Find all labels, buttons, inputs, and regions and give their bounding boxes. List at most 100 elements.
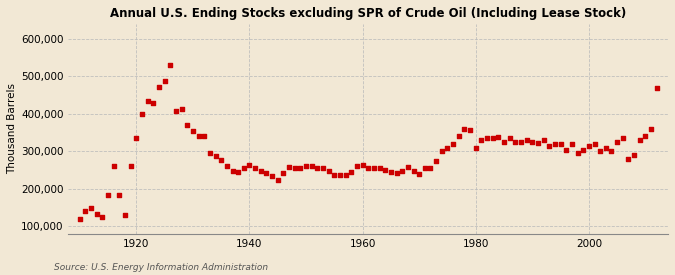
Point [544, 144, 555, 148]
Point [182, 123, 192, 127]
Y-axis label: Thousand Barrels: Thousand Barrels [7, 83, 17, 174]
Point [397, 169, 408, 174]
Point [267, 174, 277, 178]
Point [363, 166, 374, 170]
Point [634, 138, 645, 142]
Point [555, 142, 566, 146]
Point [402, 165, 413, 169]
Point [340, 173, 351, 177]
Point [419, 166, 430, 170]
Point [103, 192, 113, 197]
Point [290, 166, 300, 170]
Point [114, 193, 125, 197]
Point [601, 145, 612, 150]
Point [205, 151, 215, 155]
Point [86, 205, 97, 210]
Point [278, 170, 289, 175]
Point [369, 165, 379, 170]
Point [255, 169, 266, 173]
Point [493, 135, 504, 139]
Point [595, 149, 605, 154]
Point [414, 171, 425, 176]
Point [482, 136, 493, 140]
Point [312, 166, 323, 170]
Point [454, 134, 464, 139]
Point [391, 171, 402, 175]
Point [487, 136, 498, 141]
Point [533, 141, 543, 145]
Point [583, 144, 594, 148]
Point [431, 159, 441, 163]
Point [538, 138, 549, 142]
Point [651, 86, 662, 90]
Point [171, 108, 182, 113]
Point [640, 134, 651, 139]
Point [238, 166, 249, 170]
Point [233, 170, 244, 175]
Point [374, 166, 385, 170]
Point [566, 142, 577, 146]
Point [193, 134, 204, 139]
Point [306, 164, 317, 169]
Point [464, 128, 475, 132]
Point [74, 217, 85, 221]
Point [300, 164, 311, 169]
Point [335, 173, 346, 177]
Point [437, 149, 448, 154]
Point [244, 163, 255, 167]
Point [352, 164, 362, 169]
Point [216, 158, 227, 162]
Point [442, 145, 453, 150]
Point [80, 209, 91, 214]
Point [318, 165, 329, 170]
Point [380, 168, 391, 172]
Point [250, 166, 261, 170]
Point [136, 112, 147, 116]
Point [221, 164, 232, 168]
Point [623, 157, 634, 161]
Point [589, 142, 600, 146]
Point [510, 140, 520, 144]
Point [142, 99, 153, 103]
Point [357, 163, 368, 167]
Point [425, 165, 436, 170]
Point [148, 100, 159, 105]
Point [572, 151, 583, 155]
Point [199, 133, 210, 138]
Point [165, 63, 176, 67]
Point [606, 149, 617, 154]
Point [346, 170, 356, 174]
Point [188, 129, 198, 133]
Point [261, 170, 272, 175]
Point [284, 165, 294, 169]
Point [210, 154, 221, 158]
Point [549, 142, 560, 146]
Point [227, 169, 238, 173]
Point [448, 142, 458, 146]
Point [108, 163, 119, 168]
Point [131, 136, 142, 140]
Point [459, 127, 470, 131]
Point [97, 214, 108, 219]
Point [527, 140, 538, 144]
Point [385, 169, 396, 174]
Text: Source: U.S. Energy Information Administration: Source: U.S. Energy Information Administ… [54, 263, 268, 272]
Point [119, 213, 130, 217]
Point [561, 147, 572, 152]
Point [154, 85, 165, 89]
Point [323, 169, 334, 173]
Point [476, 138, 487, 142]
Point [499, 140, 510, 144]
Title: Annual U.S. Ending Stocks excluding SPR of Crude Oil (Including Lease Stock): Annual U.S. Ending Stocks excluding SPR … [110, 7, 626, 20]
Point [504, 136, 515, 141]
Point [578, 148, 589, 153]
Point [521, 138, 532, 142]
Point [272, 177, 283, 182]
Point [470, 145, 481, 150]
Point [295, 166, 306, 170]
Point [628, 153, 639, 157]
Point [612, 140, 622, 144]
Point [91, 212, 102, 217]
Point [329, 172, 340, 177]
Point [176, 106, 187, 111]
